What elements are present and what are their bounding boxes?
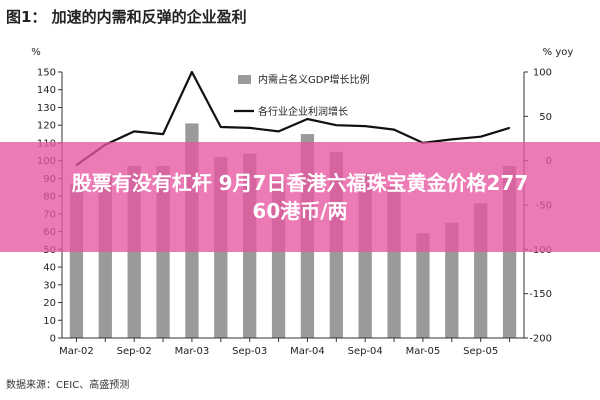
right-axis-label: % yoy xyxy=(543,47,574,58)
x-tick-label: Mar-02 xyxy=(59,346,94,357)
left-tick-label: 30 xyxy=(43,280,56,291)
left-tick-label: 130 xyxy=(37,103,56,114)
left-axis-label: % xyxy=(31,47,41,58)
series-line xyxy=(75,70,510,166)
left-tick-label: 0 xyxy=(50,334,56,345)
x-tick-label: Sep-03 xyxy=(232,346,267,357)
line-point xyxy=(277,130,280,133)
right-tick-label: -150 xyxy=(529,289,552,300)
x-tick-label: Sep-04 xyxy=(348,346,383,357)
line-point xyxy=(220,126,222,128)
line-point xyxy=(508,127,511,129)
bar xyxy=(416,233,430,338)
legend-label-bar: 内需占名义GDP增长比例 xyxy=(258,73,369,86)
line-point xyxy=(133,130,135,133)
line-point xyxy=(480,136,482,138)
x-tick-label: Mar-03 xyxy=(175,346,210,357)
line-point xyxy=(249,127,251,129)
line-point xyxy=(364,125,366,127)
left-tick-label: 120 xyxy=(37,121,56,132)
line-point xyxy=(451,138,453,140)
left-tick-label: 20 xyxy=(43,298,56,309)
x-tick-label: Mar-05 xyxy=(406,346,441,357)
x-tick-label: Sep-02 xyxy=(117,346,152,357)
right-tick-label: -200 xyxy=(529,334,552,345)
source-note: 数据来源：CEIC、高盛预测 xyxy=(6,378,129,391)
right-tick-label: 50 xyxy=(539,112,552,123)
left-tick-label: 150 xyxy=(37,68,56,79)
line-point xyxy=(335,124,337,126)
left-tick-label: 140 xyxy=(37,85,56,96)
line-point xyxy=(191,71,193,73)
left-tick-label: 40 xyxy=(43,263,56,274)
line-point xyxy=(393,129,395,131)
left-tick-label: 10 xyxy=(43,316,56,327)
right-tick-label: 100 xyxy=(533,68,552,79)
x-tick-label: Sep-05 xyxy=(463,346,498,357)
figure-title: 图1： 加速的内需和反弹的企业盈利 xyxy=(6,8,247,26)
x-tick-label: Mar-04 xyxy=(290,346,325,357)
line-point xyxy=(306,118,309,120)
legend-label-line: 各行业企业利润增长 xyxy=(258,105,348,118)
line-point xyxy=(162,133,164,135)
overlay-banner: 股票有没有杠杆 9月7日香港六福珠宝黄金价格277 60港币/两 xyxy=(0,142,600,252)
legend-swatch-bar xyxy=(238,75,251,84)
overlay-line-2: 60港币/两 xyxy=(252,199,348,223)
overlay-line-1: 股票有没有杠杆 9月7日香港六福珠宝黄金价格277 xyxy=(71,171,529,195)
